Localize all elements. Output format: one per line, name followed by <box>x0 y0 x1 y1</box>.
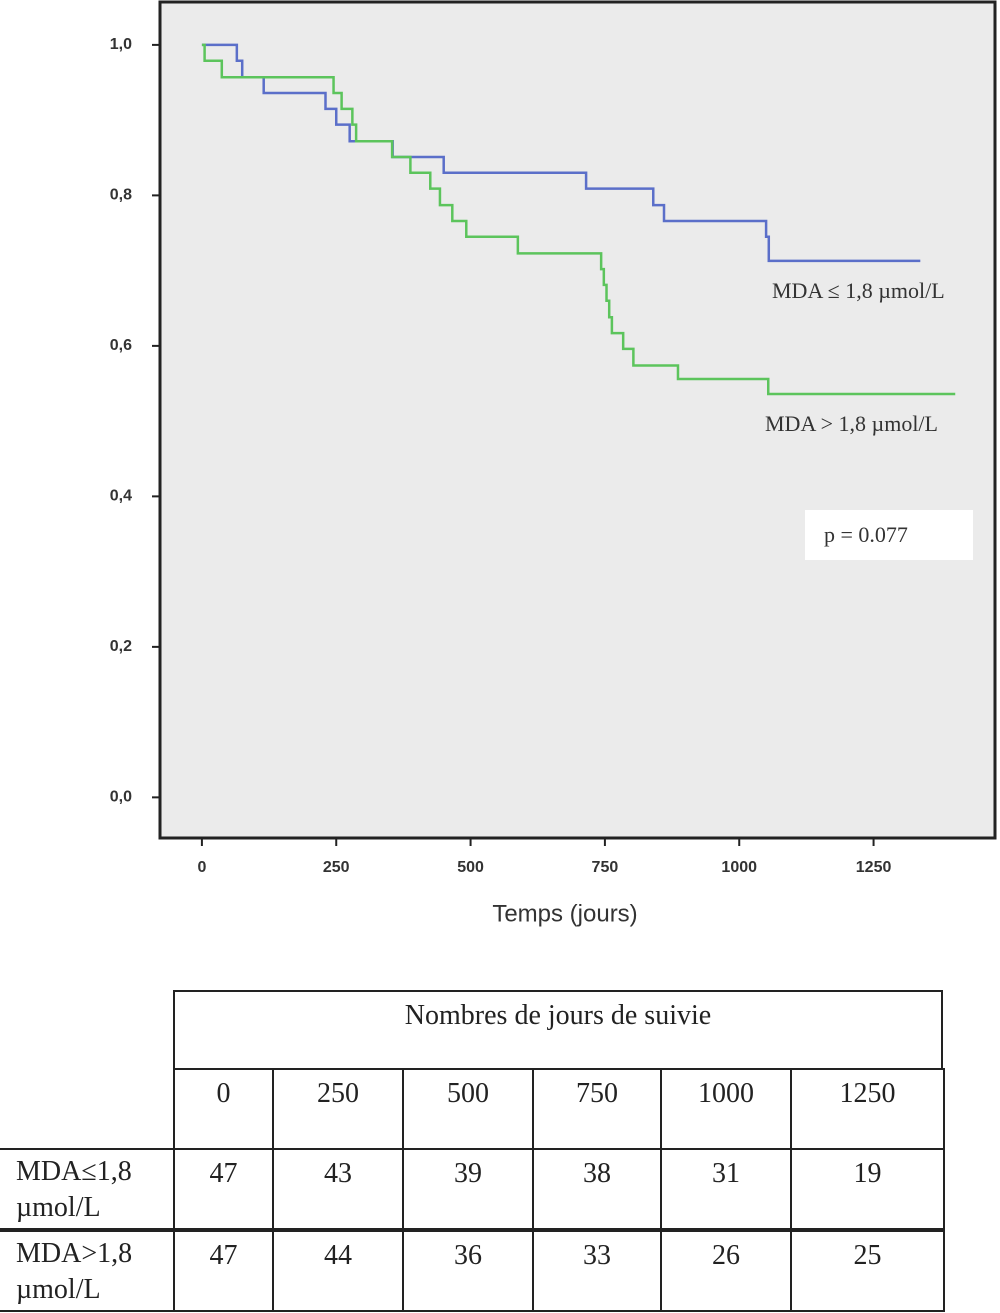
x-axis-label: Temps (jours) <box>492 900 637 927</box>
y-tick-label: 0,2 <box>110 638 132 655</box>
table-cell: 44 <box>272 1230 404 1312</box>
row-label: MDA≤1,8 µmol/L <box>0 1148 175 1230</box>
series-label: MDA ≤ 1,8 µmol/L <box>772 278 945 303</box>
table-cell: 19 <box>790 1148 945 1230</box>
chart: p = 0.077 Temps (jours) 0,0 0,2 0,4 0,6 0,8 1… <box>110 0 997 927</box>
table-cell: 47 <box>173 1230 274 1312</box>
x-tick-label: 0 <box>197 859 206 876</box>
y-tick-label: 0,6 <box>110 337 132 354</box>
table-cell: 26 <box>660 1230 792 1312</box>
x-tick-label: 1250 <box>856 859 892 876</box>
table-cell: 43 <box>272 1148 404 1230</box>
y-tick-label: 0,4 <box>110 488 132 505</box>
x-tick-label: 500 <box>457 859 484 876</box>
series-label: MDA > 1,8 µmol/L <box>765 411 938 436</box>
y-tick-label: 1,0 <box>110 36 132 53</box>
y-tick-label: 0,8 <box>110 187 132 204</box>
row-label: MDA>1,8 µmol/L <box>0 1230 175 1312</box>
table-cell: 25 <box>790 1230 945 1312</box>
table-cell: 31 <box>660 1148 792 1230</box>
p-value: p = 0.077 <box>824 522 908 547</box>
column-header: 250 <box>272 1068 404 1150</box>
column-header: 0 <box>173 1068 274 1150</box>
table-title: Nombres de jours de suivie <box>173 990 943 1070</box>
plot-area <box>158 0 997 840</box>
y-tick-label: 0,0 <box>110 789 132 806</box>
x-tick-label: 250 <box>323 859 350 876</box>
x-tick-label: 1000 <box>721 859 757 876</box>
table-cell: 47 <box>173 1148 274 1230</box>
x-tick-label: 750 <box>592 859 619 876</box>
column-header: 500 <box>402 1068 534 1150</box>
table-cell: 36 <box>402 1230 534 1312</box>
table-cell: 33 <box>532 1230 662 1312</box>
table-cell: 39 <box>402 1148 534 1230</box>
column-header: 1250 <box>790 1068 945 1150</box>
column-header: 750 <box>532 1068 662 1150</box>
column-header: 1000 <box>660 1068 792 1150</box>
annotation-box <box>805 510 973 560</box>
table-cell: 38 <box>532 1148 662 1230</box>
survival-curve <box>201 43 956 396</box>
